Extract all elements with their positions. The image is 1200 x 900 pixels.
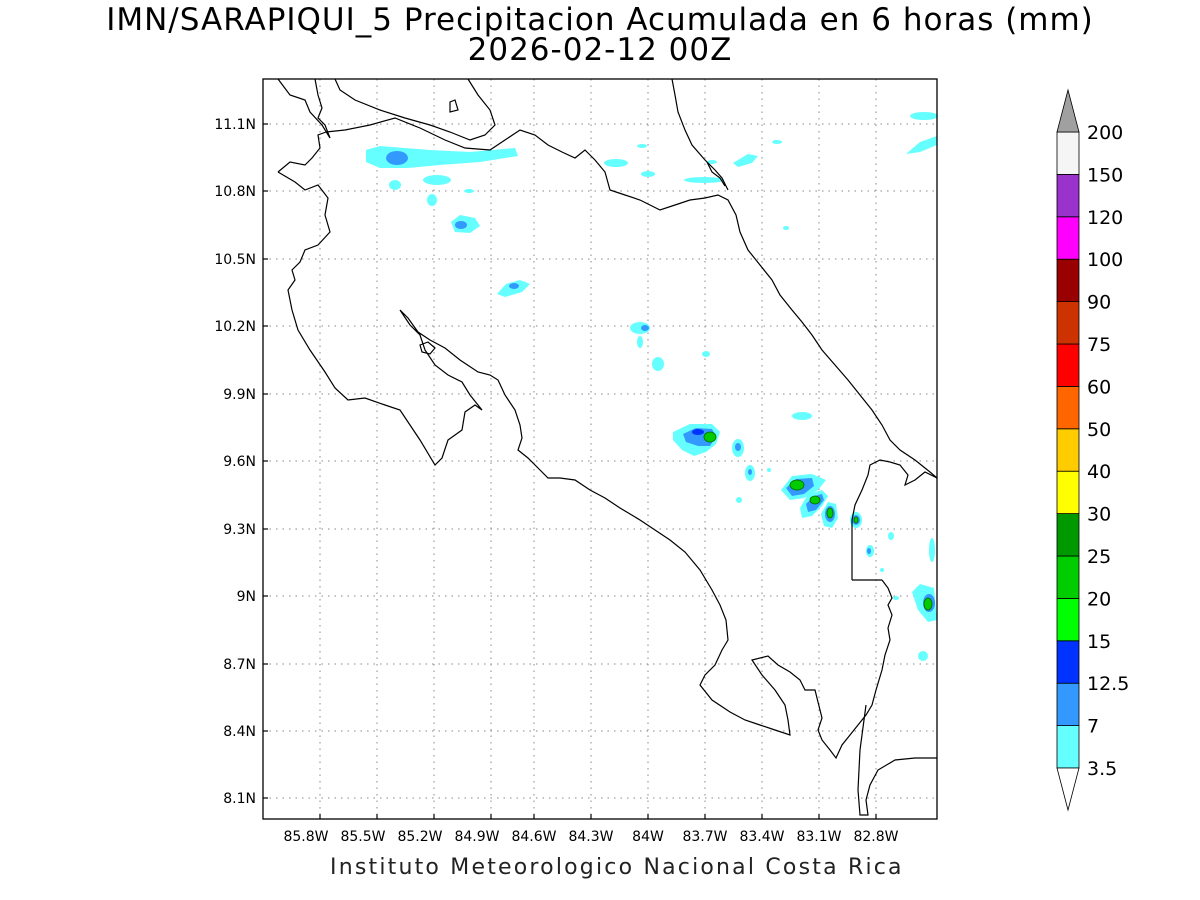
lon-tick-label: 83.7W [682,829,727,845]
map-border [262,78,938,820]
precip-green [703,431,933,611]
lat-tick-label: 8.7N [223,657,256,673]
lon-tick-label: 84W [632,829,664,845]
coastlines-borders [277,78,938,816]
colorbar-label: 60 [1087,376,1111,398]
colorbar-segment [1056,385,1080,430]
lat-tick-label: 10.5N [214,252,256,268]
lat-tick-label: 10.2N [214,319,256,335]
colorbar-segment [1056,555,1080,599]
lon-tick-label: 84.9W [454,829,499,845]
map-subtitle-date: 2026-02-12 00Z [467,32,733,68]
colorbar-segment [1056,173,1080,218]
footer-credit: Instituto Meteorologico Nacional Costa R… [330,855,904,880]
colorbar-label: 120 [1087,207,1123,229]
colorbar-segment [1056,343,1080,387]
colorbar-label: 100 [1087,249,1123,271]
colorbar-bottom-arrow [1056,767,1080,812]
lat-tick-label: 9N [237,589,256,605]
colorbar-label: 200 [1087,122,1123,144]
precip-darkblue [692,429,704,435]
colorbar-label: 25 [1087,546,1111,568]
lat-tick-label: 10.8N [214,184,256,200]
lon-tick-label: 82.8W [853,829,898,845]
colorbar-segment [1056,598,1080,642]
colorbar-segment [1056,301,1080,345]
colorbar-segment [1056,428,1080,472]
lon-tick-label: 83.4W [739,829,784,845]
colorbar-label: 150 [1087,164,1123,186]
lat-tick-labels: 11.1N 10.8N 10.5N 10.2N 9.9N 9.6N 9.3N 9… [214,117,256,807]
colorbar-segment [1056,131,1080,175]
colorbar-label: 75 [1087,334,1111,356]
lat-tick-label: 9.6N [223,454,256,470]
colorbar-segment [1056,258,1080,303]
lon-tick-label: 84.6W [511,829,556,845]
axis-ticks [263,123,877,819]
colorbar-segment [1056,682,1080,727]
colorbar-label: 50 [1087,419,1111,441]
colorbar: 3.5 7 12.5 15 20 25 30 40 50 60 75 90 100 120 150 200 [1056,88,1129,812]
colorbar-label: 3.5 [1087,758,1117,780]
colorbar-segment [1056,640,1080,684]
colorbar-segment [1056,513,1080,557]
lon-tick-label: 83.1W [796,829,841,845]
colorbar-segment [1056,470,1080,515]
lat-tick-label: 8.4N [223,724,256,740]
precipitation-areas [366,112,938,661]
lon-tick-label: 84.3W [568,829,613,845]
lat-tick-label: 9.9N [223,387,256,403]
lon-tick-labels: 85.8W 85.5W 85.2W 84.9W 84.6W 84.3W 84W … [283,829,898,845]
lat-tick-label: 8.1N [223,791,256,807]
colorbar-label: 90 [1087,292,1111,314]
lat-tick-label: 11.1N [214,117,256,133]
colorbar-label: 7 [1087,716,1099,738]
colorbar-segment [1056,216,1080,260]
map-title: IMN/SARAPIQUI_5 Precipitacion Acumulada … [106,2,1094,38]
map-frame [263,79,937,819]
colorbar-label: 20 [1087,588,1111,610]
lon-tick-label: 85.8W [283,829,328,845]
lon-tick-label: 85.5W [340,829,385,845]
lon-tick-label: 85.2W [397,829,442,845]
colorbar-label: 12.5 [1087,673,1129,695]
colorbar-label: 30 [1087,504,1111,526]
colorbar-segment [1056,725,1080,769]
lat-tick-label: 9.3N [223,522,256,538]
colorbar-label: 40 [1087,461,1111,483]
colorbar-top-arrow [1056,88,1080,133]
colorbar-label: 15 [1087,631,1111,653]
